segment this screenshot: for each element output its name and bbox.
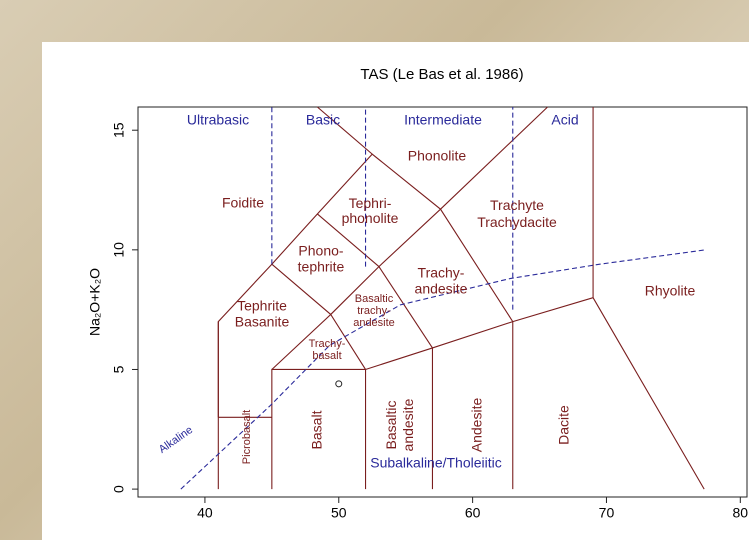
group-label: Basic	[306, 112, 340, 128]
field-label: phonolite	[342, 210, 399, 226]
field-label: Trachyte	[490, 197, 544, 213]
field-label: Basalt	[309, 410, 325, 449]
field-boundary	[271, 313, 367, 370]
y-tick-label: 5	[111, 365, 127, 373]
field-boundary	[217, 153, 705, 490]
field-label: trachy-	[357, 305, 391, 317]
field-label: Trachydacite	[477, 214, 557, 230]
group-label: Intermediate	[404, 112, 482, 128]
sample-point	[335, 380, 343, 388]
field-label: Tephri-	[349, 195, 392, 211]
field-label: Picrobasalt	[241, 410, 253, 464]
field-label: Andesite	[469, 398, 485, 453]
x-tick-label: 60	[465, 505, 481, 521]
field-boundary	[440, 106, 548, 210]
field-label: andesite	[415, 281, 468, 297]
chart-title: TAS (Le Bas et al. 1986)	[360, 66, 523, 83]
field-label: andesite	[400, 398, 416, 451]
field-label: Trachy-	[309, 338, 346, 350]
field-label: Basaltic	[355, 293, 394, 305]
y-tick-label: 15	[111, 122, 127, 138]
group-label: Ultrabasic	[187, 112, 249, 128]
alkaline-divider	[180, 249, 706, 490]
field-boundary	[316, 106, 373, 155]
y-tick-label: 10	[111, 242, 127, 258]
field-label: Phono-	[298, 243, 343, 259]
field-label: Phonolite	[408, 148, 467, 164]
y-tick-label: 0	[111, 485, 127, 493]
field-label: basalt	[312, 350, 341, 362]
field-label: Dacite	[556, 405, 572, 445]
field-label: Trachy-	[418, 265, 465, 281]
x-tick-label: 40	[197, 505, 213, 521]
field-label: Tephrite	[237, 298, 287, 314]
plot-frame	[137, 106, 748, 498]
field-boundary	[271, 208, 441, 316]
field-label: Rhyolite	[645, 283, 696, 299]
x-tick-label: 80	[733, 505, 749, 521]
x-tick-label: 70	[599, 505, 615, 521]
field-boundary	[378, 266, 433, 349]
x-tick-label: 50	[331, 505, 347, 521]
field-label: Foidite	[222, 195, 264, 211]
field-boundary	[316, 213, 380, 268]
field-label: tephrite	[298, 259, 345, 275]
field-label: andesite	[353, 317, 395, 329]
field-label: Basaltic	[383, 400, 399, 449]
y-axis-label: Na₂O+K₂O	[87, 268, 103, 336]
group-label: Acid	[551, 112, 578, 128]
series-label: Subalkaline/Tholeiitic	[370, 455, 502, 471]
field-label: Basanite	[235, 314, 290, 330]
